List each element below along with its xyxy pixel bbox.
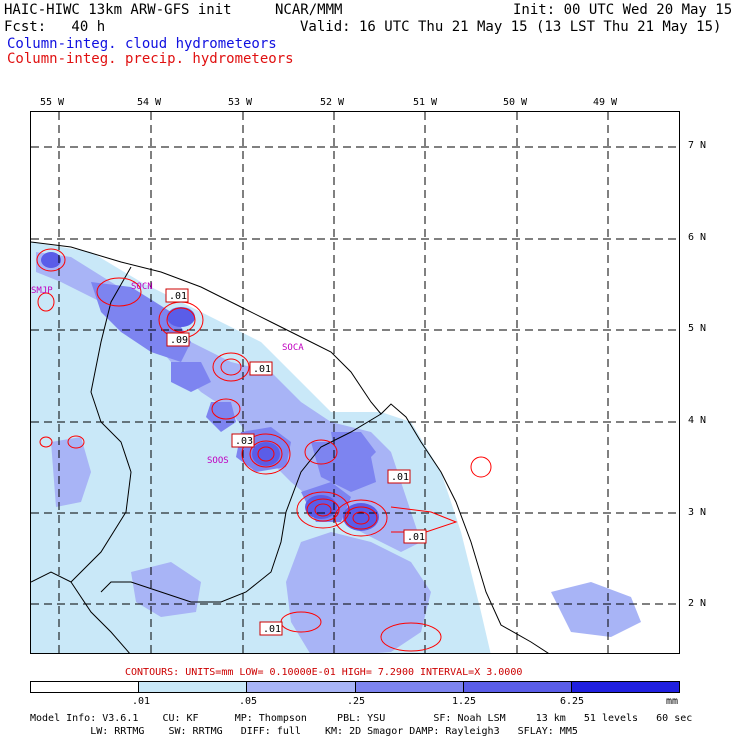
- station-label: SMJP: [31, 286, 53, 296]
- lon-label: 55 W: [39, 97, 65, 108]
- lat-label: 6 N: [688, 232, 707, 243]
- model-info-line1: Model Info: V3.6.1 CU: KF MP: Thompson P…: [30, 713, 693, 724]
- lon-label: 49 W: [592, 97, 618, 108]
- field-precip-label: Column-integ. precip. hydrometeors: [7, 51, 294, 67]
- lon-label: 53 W: [227, 97, 253, 108]
- colorbar-swatch: [355, 682, 464, 692]
- contour-label: .03: [235, 436, 253, 447]
- contour-label: .09: [170, 335, 188, 346]
- contour-info: CONTOURS: UNITS=mm LOW= 0.10000E-01 HIGH…: [125, 667, 523, 678]
- colorbar: [30, 681, 680, 693]
- lat-label: 4 N: [688, 415, 707, 426]
- field-cloud-label: Column-integ. cloud hydrometeors: [7, 36, 277, 52]
- colorbar-label: .01: [132, 696, 151, 707]
- contour-label: .01: [253, 364, 271, 375]
- station-label: SOCA: [282, 343, 304, 353]
- lon-label: 52 W: [319, 97, 345, 108]
- contour-labels: .01 .09 .01 .03 .01 .01 .01: [165, 288, 427, 636]
- lat-label: 3 N: [688, 507, 707, 518]
- lon-label: 50 W: [502, 97, 528, 108]
- colorbar-label: 6.25: [560, 696, 585, 707]
- station-labels: SMJP SOCN SOCA SOOS: [31, 282, 304, 466]
- colorbar-swatch: [139, 682, 248, 692]
- model-title: HAIC-HIWC 13km ARW-GFS init: [4, 2, 232, 18]
- colorbar-unit: mm: [666, 696, 679, 707]
- lon-label: 54 W: [136, 97, 162, 108]
- lat-label: 7 N: [688, 140, 707, 151]
- lat-label: 5 N: [688, 323, 707, 334]
- contour-label: .01: [169, 291, 187, 302]
- coastline: [31, 241, 549, 653]
- contour-label: .01: [391, 472, 409, 483]
- colorbar-swatch: [463, 682, 572, 692]
- contour-label: .01: [407, 532, 425, 543]
- lon-label: 51 W: [412, 97, 438, 108]
- forecast-hour: Fcst: 40 h: [4, 19, 106, 35]
- lat-label: 2 N: [688, 598, 707, 609]
- institution: NCAR/MMM: [275, 2, 343, 18]
- colorbar-swatch: [247, 682, 356, 692]
- map-panel: .01 .09 .01 .03 .01 .01 .01 SMJP SOCN SO…: [30, 111, 680, 654]
- colorbar-label: .05: [239, 696, 258, 707]
- valid-time: Valid: 16 UTC Thu 21 May 15 (13 LST Thu …: [300, 19, 722, 35]
- station-label: SOCN: [131, 282, 153, 292]
- colorbar-swatch: [571, 682, 680, 692]
- contour-label: .01: [263, 624, 281, 635]
- map-canvas: .01 .09 .01 .03 .01 .01 .01 SMJP SOCN SO…: [31, 112, 679, 653]
- model-info-line2: LW: RRTMG SW: RRTMG DIFF: full KM: 2D Sm…: [30, 726, 578, 737]
- station-label: SOOS: [207, 456, 229, 466]
- colorbar-label: .25: [347, 696, 366, 707]
- init-time: Init: 00 UTC Wed 20 May 15: [513, 2, 733, 18]
- colorbar-swatch: [31, 682, 140, 692]
- colorbar-label: 1.25: [452, 696, 477, 707]
